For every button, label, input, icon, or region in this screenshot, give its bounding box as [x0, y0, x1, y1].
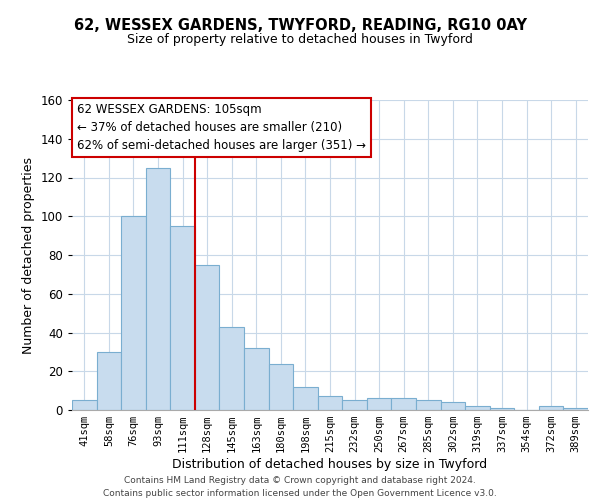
Bar [170, 226, 195, 410]
Bar [416, 400, 440, 410]
Text: 62, WESSEX GARDENS, TWYFORD, READING, RG10 0AY: 62, WESSEX GARDENS, TWYFORD, READING, RG… [74, 18, 527, 32]
Bar [244, 348, 269, 410]
Bar [440, 402, 465, 410]
Bar [342, 400, 367, 410]
Y-axis label: Number of detached properties: Number of detached properties [22, 156, 35, 354]
Bar [539, 406, 563, 410]
Bar [121, 216, 146, 410]
Bar [465, 406, 490, 410]
Text: Contains HM Land Registry data © Crown copyright and database right 2024.
Contai: Contains HM Land Registry data © Crown c… [103, 476, 497, 498]
Bar [318, 396, 342, 410]
Bar [195, 264, 220, 410]
Bar [490, 408, 514, 410]
Bar [293, 387, 318, 410]
Bar [269, 364, 293, 410]
Bar [97, 352, 121, 410]
Text: 62 WESSEX GARDENS: 105sqm
← 37% of detached houses are smaller (210)
62% of semi: 62 WESSEX GARDENS: 105sqm ← 37% of detac… [77, 103, 366, 152]
X-axis label: Distribution of detached houses by size in Twyford: Distribution of detached houses by size … [172, 458, 488, 471]
Bar [563, 408, 588, 410]
Bar [391, 398, 416, 410]
Bar [220, 326, 244, 410]
Bar [367, 398, 391, 410]
Bar [146, 168, 170, 410]
Bar [72, 400, 97, 410]
Text: Size of property relative to detached houses in Twyford: Size of property relative to detached ho… [127, 32, 473, 46]
